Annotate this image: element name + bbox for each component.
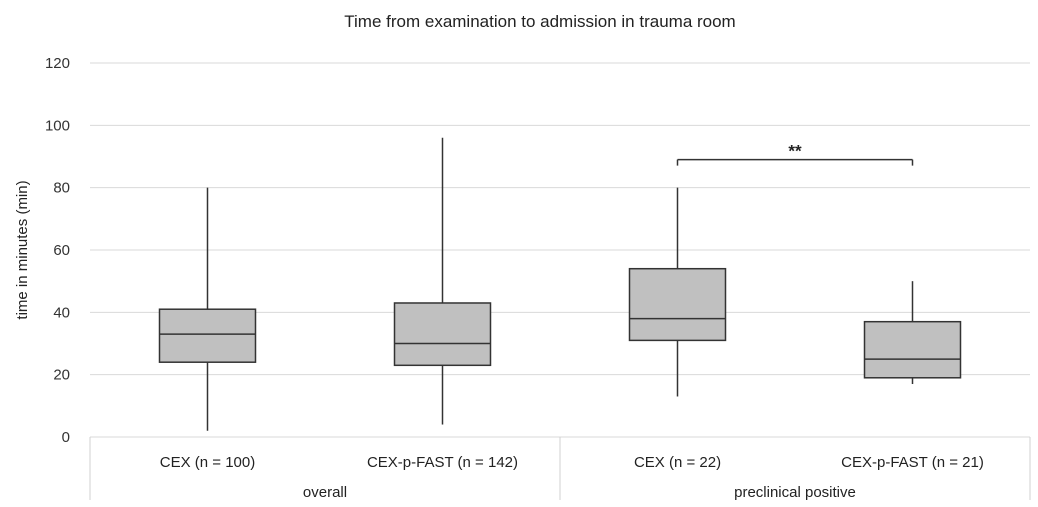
box-1 — [160, 188, 256, 431]
category-label: CEX (n = 22) — [634, 454, 721, 471]
boxes — [160, 138, 961, 431]
group-labels: overall preclinical positive — [303, 484, 856, 501]
grid-lines — [90, 63, 1030, 437]
y-tick-label: 80 — [53, 180, 70, 197]
y-tick-labels: 0 20 40 60 80 100 120 — [45, 55, 70, 446]
significance-annotations: ** — [678, 142, 913, 166]
category-label: CEX-p-FAST (n = 21) — [841, 454, 984, 471]
group-label: overall — [303, 484, 347, 501]
box-2 — [395, 138, 491, 425]
interquartile-box — [395, 303, 491, 365]
box-3 — [630, 188, 726, 397]
interquartile-box — [160, 309, 256, 362]
y-tick-label: 40 — [53, 304, 70, 321]
category-label: CEX-p-FAST (n = 142) — [367, 454, 518, 471]
y-axis-label: time in minutes (min) — [14, 180, 31, 319]
y-tick-label: 100 — [45, 117, 70, 134]
group-label: preclinical positive — [734, 484, 856, 501]
category-label: CEX (n = 100) — [160, 454, 255, 471]
y-tick-label: 20 — [53, 367, 70, 384]
interquartile-box — [630, 269, 726, 341]
significance-label: ** — [788, 142, 802, 161]
significance-bracket: ** — [678, 142, 913, 166]
chart-title: Time from examination to admission in tr… — [344, 12, 735, 31]
category-labels: CEX (n = 100) CEX-p-FAST (n = 142) CEX (n … — [160, 454, 984, 471]
box-4 — [865, 281, 961, 384]
y-tick-label: 0 — [62, 429, 70, 446]
y-tick-label: 60 — [53, 242, 70, 259]
interquartile-box — [865, 322, 961, 378]
y-tick-label: 120 — [45, 55, 70, 72]
